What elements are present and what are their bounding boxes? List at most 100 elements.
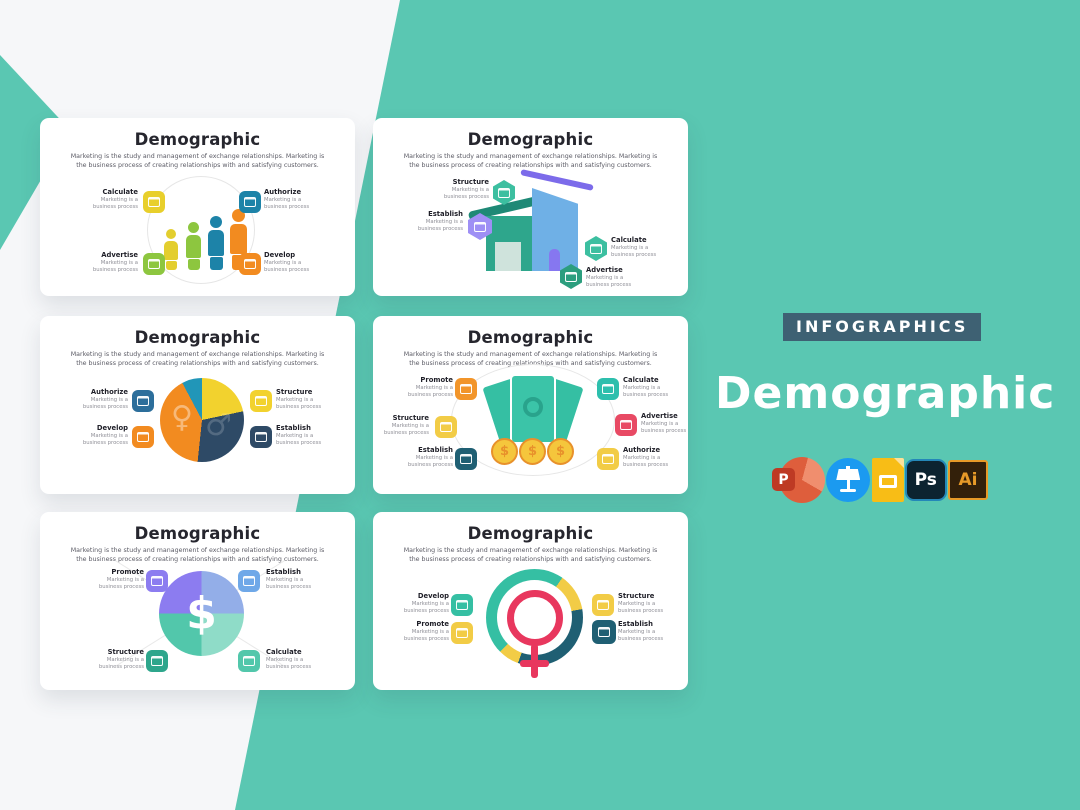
label-desc: Marketing is a business process bbox=[82, 433, 128, 446]
label-desc: Marketing is a business process bbox=[407, 455, 453, 468]
label-advertise: Advertise Marketing is a business proces… bbox=[641, 412, 687, 435]
female-symbol-crossbar bbox=[520, 660, 549, 667]
quadrant-circle bbox=[159, 571, 244, 656]
label-title: Structure bbox=[618, 592, 655, 600]
label-desc: Marketing is a business process bbox=[417, 219, 463, 232]
label-desc: Marketing is a business process bbox=[264, 260, 310, 273]
label-title: Structure bbox=[452, 178, 489, 186]
label-title: Authorize bbox=[264, 188, 302, 196]
label-title: Establish bbox=[266, 568, 301, 576]
slide-subtitle: Marketing is the study and management of… bbox=[70, 153, 325, 170]
label-desc: Marketing is a business process bbox=[92, 197, 138, 210]
label-desc: Marketing is a business process bbox=[407, 385, 453, 398]
label-structure: Structure Marketing is a business proces… bbox=[435, 178, 489, 201]
label-title: Develop bbox=[264, 251, 296, 259]
slide-subtitle: Marketing is the study and management of… bbox=[70, 351, 325, 368]
infographics-badge: INFOGRAPHICS bbox=[783, 313, 982, 341]
develop-icon bbox=[132, 426, 154, 448]
label-promote: Promote Marketing is a business process bbox=[395, 620, 449, 643]
authorize-icon bbox=[132, 390, 154, 412]
label-structure: Structure Marketing is a business proces… bbox=[618, 592, 672, 615]
label-structure: Structure Marketing is a business proces… bbox=[379, 414, 429, 437]
label-title: Structure bbox=[392, 414, 429, 422]
keynote-stem bbox=[846, 480, 850, 489]
label-advertise: Advertise Marketing is a business proces… bbox=[84, 251, 138, 274]
label-title: Establish bbox=[418, 446, 453, 454]
male-symbol-glyph: ♂ bbox=[205, 408, 232, 443]
structure-icon bbox=[592, 594, 614, 616]
google-slides-icon bbox=[871, 458, 904, 502]
label-promote: Promote Marketing is a business process bbox=[90, 568, 144, 591]
calculate-icon bbox=[597, 378, 619, 400]
person-figure-green bbox=[186, 222, 201, 270]
label-authorize: Authorize Marketing is a business proces… bbox=[264, 188, 318, 211]
keynote-icon bbox=[826, 458, 871, 502]
person-body bbox=[164, 240, 178, 260]
establish-icon bbox=[238, 570, 260, 592]
person-legs bbox=[165, 261, 177, 270]
label-title: Calculate bbox=[102, 188, 138, 196]
develop-icon bbox=[451, 594, 473, 616]
person-head bbox=[188, 222, 199, 233]
label-desc: Marketing is a business process bbox=[623, 385, 669, 398]
label-title: Structure bbox=[276, 388, 313, 396]
person-head bbox=[166, 229, 176, 239]
slide-title: Demographic bbox=[467, 130, 594, 149]
calculate-icon bbox=[585, 236, 607, 261]
establish-icon bbox=[592, 620, 616, 644]
label-title: Structure bbox=[107, 648, 144, 656]
label-desc: Marketing is a business process bbox=[618, 629, 664, 642]
label-title: Authorize bbox=[90, 388, 128, 396]
google-slides-fold bbox=[893, 458, 904, 468]
label-calculate: Calculate Marketing is a business proces… bbox=[266, 648, 320, 671]
slide-title: Demographic bbox=[134, 328, 261, 347]
label-desc: Marketing is a business process bbox=[276, 397, 322, 410]
advertise-icon bbox=[615, 414, 637, 436]
label-title: Promote bbox=[111, 568, 144, 576]
label-title: Develop bbox=[96, 424, 128, 432]
dollar-symbol: $ bbox=[186, 588, 217, 639]
label-desc: Marketing is a business process bbox=[98, 657, 144, 670]
label-title: Establish bbox=[428, 210, 463, 218]
coin-symbol: $ bbox=[527, 444, 538, 459]
label-title: Calculate bbox=[623, 376, 659, 384]
advertise-icon bbox=[560, 264, 582, 289]
label-structure: Structure Marketing is a business proces… bbox=[276, 388, 330, 411]
person-legs bbox=[187, 259, 200, 270]
house-door bbox=[549, 249, 560, 271]
slide-subtitle: Marketing is the study and management of… bbox=[403, 547, 658, 564]
coin-symbol: $ bbox=[499, 444, 510, 459]
label-structure: Structure Marketing is a business proces… bbox=[90, 648, 144, 671]
label-desc: Marketing is a business process bbox=[276, 433, 322, 446]
person-body bbox=[208, 229, 224, 256]
slide-title: Demographic bbox=[467, 524, 594, 543]
slide-thumbnail-house: Demographic Marketing is the study and m… bbox=[373, 118, 688, 296]
photoshop-letters: Ps bbox=[914, 470, 937, 490]
slide-title: Demographic bbox=[467, 328, 594, 347]
slide-thumbnail-dollar-circle: Demographic Marketing is the study and m… bbox=[40, 512, 355, 690]
promote-icon bbox=[146, 570, 168, 592]
powerpoint-letter: P bbox=[772, 468, 795, 491]
product-title: Demographic bbox=[715, 368, 1056, 419]
house-window bbox=[495, 242, 521, 271]
google-slides-frame bbox=[878, 475, 897, 488]
label-calculate: Calculate Marketing is a business proces… bbox=[84, 188, 138, 211]
keynote-knob bbox=[846, 466, 851, 469]
label-develop: Develop Marketing is a business process bbox=[74, 424, 128, 447]
label-title: Promote bbox=[420, 376, 453, 384]
label-title: Establish bbox=[618, 620, 653, 628]
establish-icon bbox=[455, 448, 477, 470]
slide-thumbnail-pie-gender: Demographic Marketing is the study and m… bbox=[40, 316, 355, 494]
label-calculate: Calculate Marketing is a business proces… bbox=[611, 236, 665, 259]
person-figure-yellow bbox=[164, 229, 178, 270]
person-body bbox=[230, 223, 247, 254]
label-advertise: Advertise Marketing is a business proces… bbox=[586, 266, 640, 289]
app-compatibility-row: P Ps Ai bbox=[772, 455, 988, 505]
label-title: Advertise bbox=[101, 251, 138, 259]
label-establish: Establish Marketing is a business proces… bbox=[266, 568, 320, 591]
label-desc: Marketing is a business process bbox=[443, 187, 489, 200]
slide-title: Demographic bbox=[134, 524, 261, 543]
label-desc: Marketing is a business process bbox=[623, 455, 669, 468]
bill-ring bbox=[523, 397, 543, 417]
